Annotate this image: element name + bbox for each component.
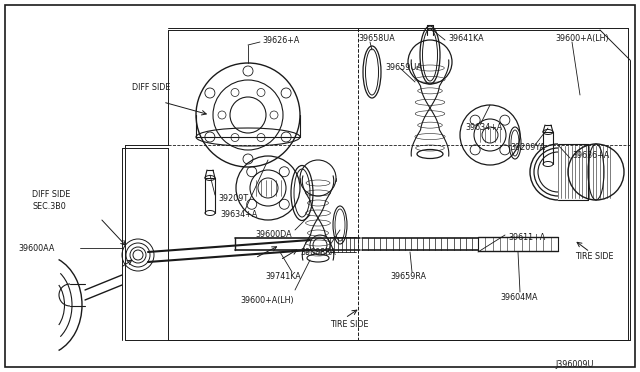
Text: TIRE SIDE: TIRE SIDE bbox=[330, 320, 369, 329]
Text: 39608RA: 39608RA bbox=[300, 248, 336, 257]
Text: 39659RA: 39659RA bbox=[390, 272, 426, 281]
Text: 39641KA: 39641KA bbox=[448, 33, 484, 42]
Text: 39209T: 39209T bbox=[218, 194, 248, 203]
Text: 39634+A: 39634+A bbox=[220, 210, 257, 219]
Text: 39600+A(LH): 39600+A(LH) bbox=[555, 33, 609, 42]
Text: 39611+A: 39611+A bbox=[508, 233, 545, 242]
Text: TIRE SIDE: TIRE SIDE bbox=[575, 252, 614, 261]
Text: 39600+A(LH): 39600+A(LH) bbox=[240, 296, 294, 305]
Text: 39626+A: 39626+A bbox=[262, 35, 300, 45]
Text: SEC.3B0: SEC.3B0 bbox=[32, 202, 66, 211]
Text: 39636+A: 39636+A bbox=[572, 151, 609, 160]
Text: J396009U: J396009U bbox=[555, 360, 593, 369]
Text: DIFF SIDE: DIFF SIDE bbox=[132, 83, 170, 92]
Text: 39658UA: 39658UA bbox=[358, 33, 395, 42]
Text: 39600DA: 39600DA bbox=[255, 230, 292, 239]
Text: 39634+A: 39634+A bbox=[465, 123, 502, 132]
Text: DIFF SIDE: DIFF SIDE bbox=[32, 190, 70, 199]
Text: 39741KA: 39741KA bbox=[265, 272, 301, 281]
Text: 39600AA: 39600AA bbox=[18, 244, 54, 253]
Text: 39659UA: 39659UA bbox=[385, 63, 422, 72]
Text: 39604MA: 39604MA bbox=[500, 293, 538, 302]
Text: 39209YA: 39209YA bbox=[510, 143, 545, 152]
